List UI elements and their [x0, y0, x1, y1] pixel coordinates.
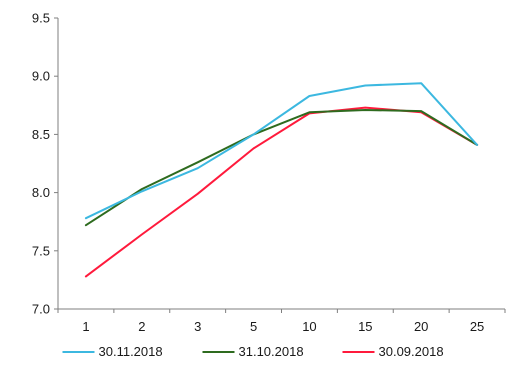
series-line-31.10.2018: [84, 109, 479, 227]
y-tick-label: 9.0: [32, 69, 50, 84]
x-axis: 1 2 3 5 10 15 20 25: [57, 308, 506, 334]
y-tick-label: 9.5: [32, 11, 50, 26]
x-tick-label: 10: [302, 319, 316, 334]
x-tick-label: 1: [82, 319, 89, 334]
series-layer: [84, 82, 479, 278]
x-tick-label: 25: [470, 319, 484, 334]
legend: 30.11.2018 31.10.2018 30.09.2018: [62, 344, 444, 359]
x-tick-label: 5: [250, 319, 257, 334]
x-tick-label: 20: [414, 319, 428, 334]
y-axis: 7.0 7.5 8.0 8.5 9.0 9.5: [32, 11, 59, 317]
y-tick-label: 8.5: [32, 127, 50, 142]
series-line-30.11.2018: [84, 82, 479, 220]
legend-label: 30.11.2018: [99, 344, 163, 359]
x-tick-label: 2: [138, 319, 145, 334]
y-tick-label: 7.0: [32, 302, 50, 317]
legend-label: 31.10.2018: [239, 344, 304, 359]
x-tick-label: 15: [358, 319, 372, 334]
series-line-30.09.2018: [84, 106, 479, 278]
x-tick-label: 3: [194, 319, 201, 334]
y-tick-label: 7.5: [32, 243, 50, 258]
legend-label: 30.09.2018: [379, 344, 444, 359]
y-tick-label: 8.0: [32, 185, 50, 200]
